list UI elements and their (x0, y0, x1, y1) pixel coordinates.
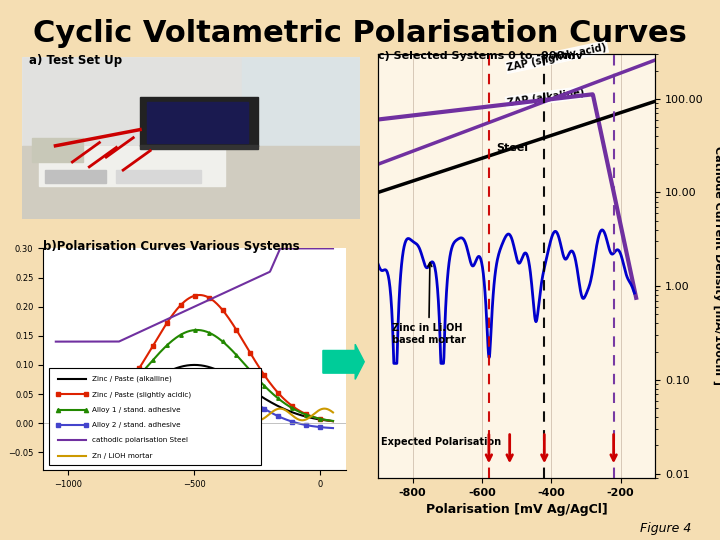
Text: b)Polarisation Curves Various Systems: b)Polarisation Curves Various Systems (43, 240, 300, 253)
Bar (49, 368, 261, 465)
Bar (32, 138, 83, 162)
Text: Zinc / Paste (alkalline): Zinc / Paste (alkalline) (91, 376, 171, 382)
Text: Alloy 2 / stand. adhesive: Alloy 2 / stand. adhesive (91, 422, 180, 428)
Text: Expected Polarisation: Expected Polarisation (382, 436, 502, 447)
Text: a) Test Set Up: a) Test Set Up (29, 54, 122, 67)
Text: Alloy 1 / stand. adhesive: Alloy 1 / stand. adhesive (91, 407, 180, 413)
Bar (117, 170, 201, 183)
Bar (241, 57, 360, 170)
Text: Zn / LiOH mortar: Zn / LiOH mortar (91, 453, 152, 458)
Text: ZAP (slightly acid): ZAP (slightly acid) (506, 42, 608, 72)
Bar (140, 97, 258, 146)
Text: Cyclic Voltametric Polarisation Curves: Cyclic Voltametric Polarisation Curves (33, 19, 687, 48)
Text: Zinc in Li.OH
based mortar: Zinc in Li.OH based mortar (392, 262, 466, 345)
Text: Steel: Steel (496, 143, 528, 152)
Bar (39, 146, 225, 186)
Text: c) Selected Systems 0 to -900mv: c) Selected Systems 0 to -900mv (378, 51, 583, 61)
Text: ZAP (alkaline): ZAP (alkaline) (506, 87, 585, 108)
Bar (45, 170, 107, 183)
Bar (22, 146, 360, 219)
Y-axis label: Cathode Current Density [mA/100cm²]: Cathode Current Density [mA/100cm²] (713, 146, 720, 386)
X-axis label: Polarisation [mV Ag/AgCl]: Polarisation [mV Ag/AgCl] (426, 503, 608, 516)
Bar (140, 145, 258, 149)
Text: Figure 4: Figure 4 (640, 522, 691, 535)
Text: Zinc / Paste (slightly acidic): Zinc / Paste (slightly acidic) (91, 391, 191, 397)
Text: cathodic polarisation Steel: cathodic polarisation Steel (91, 437, 188, 443)
FancyArrow shape (323, 345, 364, 379)
Bar (147, 102, 248, 143)
